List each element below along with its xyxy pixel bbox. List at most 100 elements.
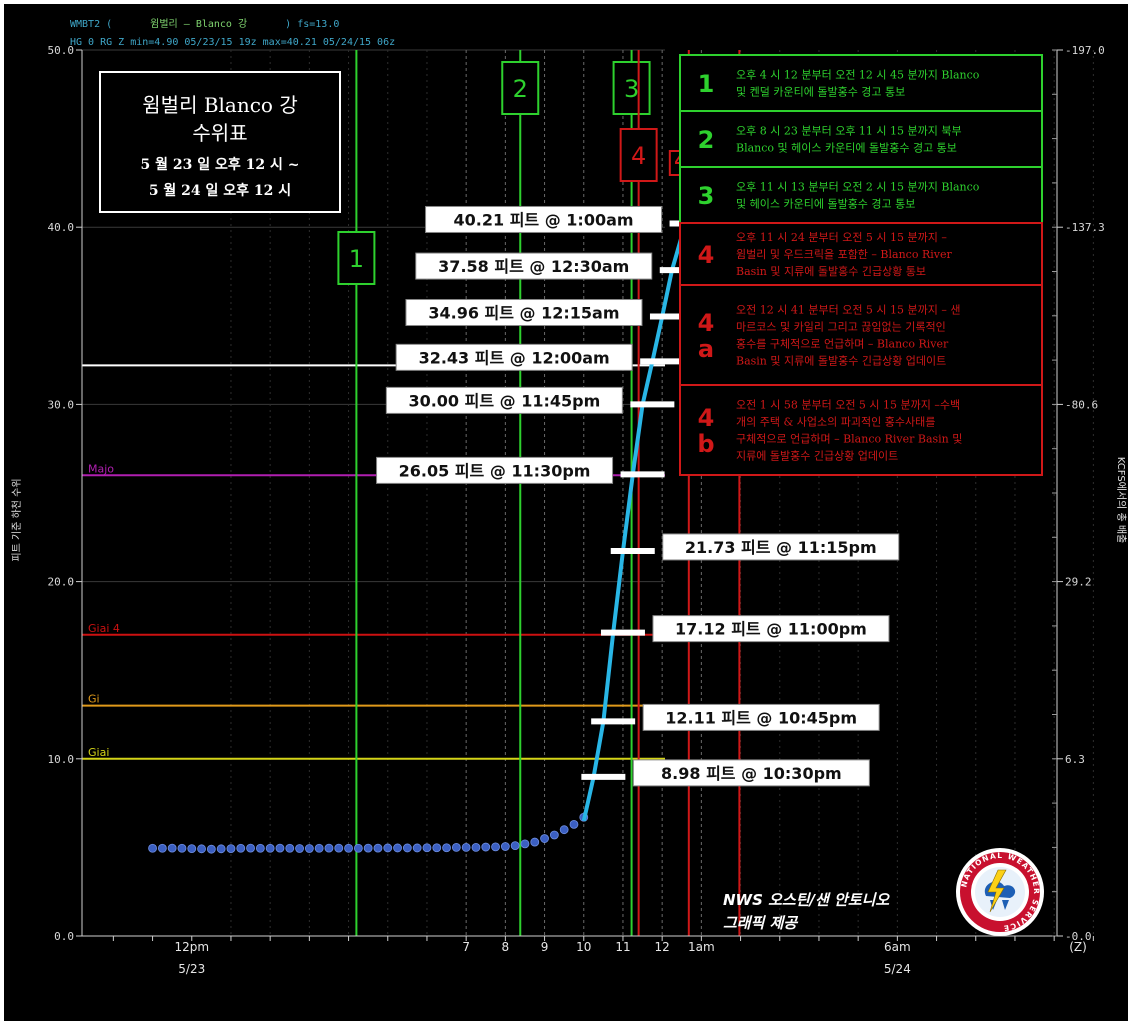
x-tick-label: 12pm: [174, 940, 209, 954]
observed-point: [402, 843, 412, 853]
x-tick-sublabel: 5/23: [178, 962, 205, 976]
observed-point: [471, 843, 481, 852]
legend-text-4b: 개의 주택 & 사업소의 파괴적인 홍수사태를: [736, 415, 935, 429]
x-tick-label: 1am: [688, 940, 715, 954]
header-line-1: WMBT2 (윔벌리 – Blanco 강) fs=13.0: [70, 18, 339, 30]
nws-logo: NATIONAL WEATHER SERVICE: [956, 848, 1044, 936]
legend-item-1: [679, 54, 1043, 112]
stage-callout-box: [632, 759, 870, 787]
legend-text-4b: 지류에 돌발홍수 긴급상황 업데이트: [736, 449, 898, 463]
observed-point: [530, 837, 540, 847]
y-tick-label: 40.0: [48, 221, 75, 234]
y2-tick-label: -80.6: [1065, 398, 1098, 411]
observed-point: [412, 843, 422, 853]
x-tick-label: 8: [502, 940, 510, 954]
legend-text-1: 및 켄덜 카운티에 돌발홍수 경고 통보: [736, 85, 905, 99]
stage-callout-label: 37.58 피트 @ 12:30am: [438, 257, 629, 276]
observed-point: [226, 844, 236, 854]
stage-callout-label: 8.98 피트 @ 10:30pm: [661, 764, 842, 783]
legend-text-4: 윔벌리 및 우드크릭을 포함한 – Blanco River: [736, 248, 952, 261]
observed-point: [500, 842, 510, 851]
legend-id-4b: 4: [698, 404, 715, 432]
x-tick-label: 12: [655, 940, 670, 954]
y2-tick-label: 6.3: [1065, 753, 1085, 766]
x-tick-label: 7: [462, 940, 470, 954]
legend-text-4b: 구체적으로 언급하며 – Blanco River Basin 및: [736, 432, 962, 446]
observed-point: [275, 843, 285, 853]
flood-stage-label: Gi: [88, 693, 100, 706]
legend-text-4b: 오전 1 시 58 분부터 오전 5 시 15 분까지 –수백: [736, 399, 960, 412]
observed-point: [157, 843, 167, 853]
x-axis-zone-label: (Z): [1069, 940, 1087, 954]
observed-point: [461, 843, 471, 852]
x-tick-label: 9: [541, 940, 549, 954]
legend-text-4a: 홍수를 구체적으로 언급하며 – Blanco River: [736, 337, 949, 351]
stage-callout-box: [415, 252, 653, 280]
legend-text-2: Blanco 및 헤이스 카운티에 돌발홍수 경고 통보: [736, 141, 957, 155]
legend-item-2: [679, 110, 1043, 168]
title-box: 윔벌리 Blanco 강 수위표 5 월 23 일 오후 12 시 ~ 5 월 …: [99, 71, 341, 213]
stage-callout-label: 21.73 피트 @ 11:15pm: [685, 538, 877, 557]
observed-point: [520, 839, 530, 849]
legend-item-3: [679, 166, 1043, 224]
legend-text-4: Basin 및 지류에 돌발홍수 긴급상황 통보: [736, 264, 926, 278]
y2-tick-label: -197.0: [1065, 44, 1105, 57]
observed-point: [432, 843, 442, 853]
observed-point: [393, 843, 402, 853]
observed-point: [422, 843, 432, 853]
stage-callout-box: [652, 615, 890, 643]
legend-text-4a: Basin 및 지류에 돌발홍수 긴급상황 업데이트: [736, 354, 946, 368]
header-line-2: HG 0 RG Z min=4.90 05/23/15 19z max=40.2…: [70, 37, 395, 48]
stage-callout-label: 26.05 피트 @ 11:30pm: [399, 461, 591, 480]
observed-point: [246, 843, 255, 853]
observed-point: [373, 843, 383, 853]
event-label-box-3: [612, 61, 651, 115]
title-line-1: 윔벌리 Blanco 강: [142, 93, 297, 117]
stage-callout-label: 40.21 피트 @ 1:00am: [454, 210, 634, 229]
observed-point: [559, 825, 569, 835]
legend-item-4a: [679, 284, 1043, 386]
legend-id-4a: 4: [698, 309, 715, 337]
flood-stage-label: Majo: [88, 462, 114, 475]
stage-callout-label: 12.11 피트 @ 10:45pm: [665, 708, 857, 727]
flood-stage-label: Giai: [88, 746, 109, 759]
event-label-3: 3: [624, 75, 639, 103]
observed-point: [167, 843, 177, 853]
legend-id-4b: b: [697, 430, 714, 458]
observed-point: [451, 843, 461, 852]
observed-point: [295, 844, 304, 853]
y-tick-label: 10.0: [48, 753, 75, 766]
observed-point: [177, 843, 187, 853]
observed-point: [148, 843, 157, 853]
y2-tick-label: -137.3: [1065, 221, 1105, 234]
x-tick-label: 6am: [884, 940, 911, 954]
observed-point: [236, 843, 246, 853]
stage-callout-box: [385, 386, 623, 414]
observed-point: [549, 830, 559, 840]
stage-callout-box: [395, 343, 633, 371]
event-label-box-2: [501, 61, 540, 115]
observed-point: [510, 841, 520, 851]
event-label-box-1: [337, 231, 376, 285]
observed-point: [442, 843, 451, 853]
observed-point: [216, 844, 226, 854]
event-label-1: 1: [349, 245, 364, 273]
legend-text-4a: 마르코스 및 카일리 그리고 끊임없는 기록적인: [736, 320, 946, 334]
credit-line-2: 그래픽 제공: [723, 914, 798, 932]
x-tick-sublabel: 5/24: [884, 962, 911, 976]
stage-callout-box: [425, 205, 663, 233]
observed-point: [314, 843, 324, 853]
stage-callout-box: [405, 299, 643, 327]
legend-id-4a: a: [698, 335, 714, 363]
stage-callout-box: [642, 703, 880, 731]
legend-id-4: 4: [698, 241, 715, 269]
observed-point: [206, 844, 216, 854]
legend-id-1: 1: [698, 70, 715, 98]
y2-tick-label: 29.2: [1065, 576, 1092, 589]
title-line-3: 5 월 23 일 오후 12 시 ~: [141, 156, 300, 173]
credit-line-1: NWS 오스틴/샌 안토니오: [723, 891, 890, 909]
observed-point: [353, 843, 363, 853]
event-label-2: 2: [513, 75, 528, 103]
stage-callout-label: 34.96 피트 @ 12:15am: [428, 304, 619, 323]
